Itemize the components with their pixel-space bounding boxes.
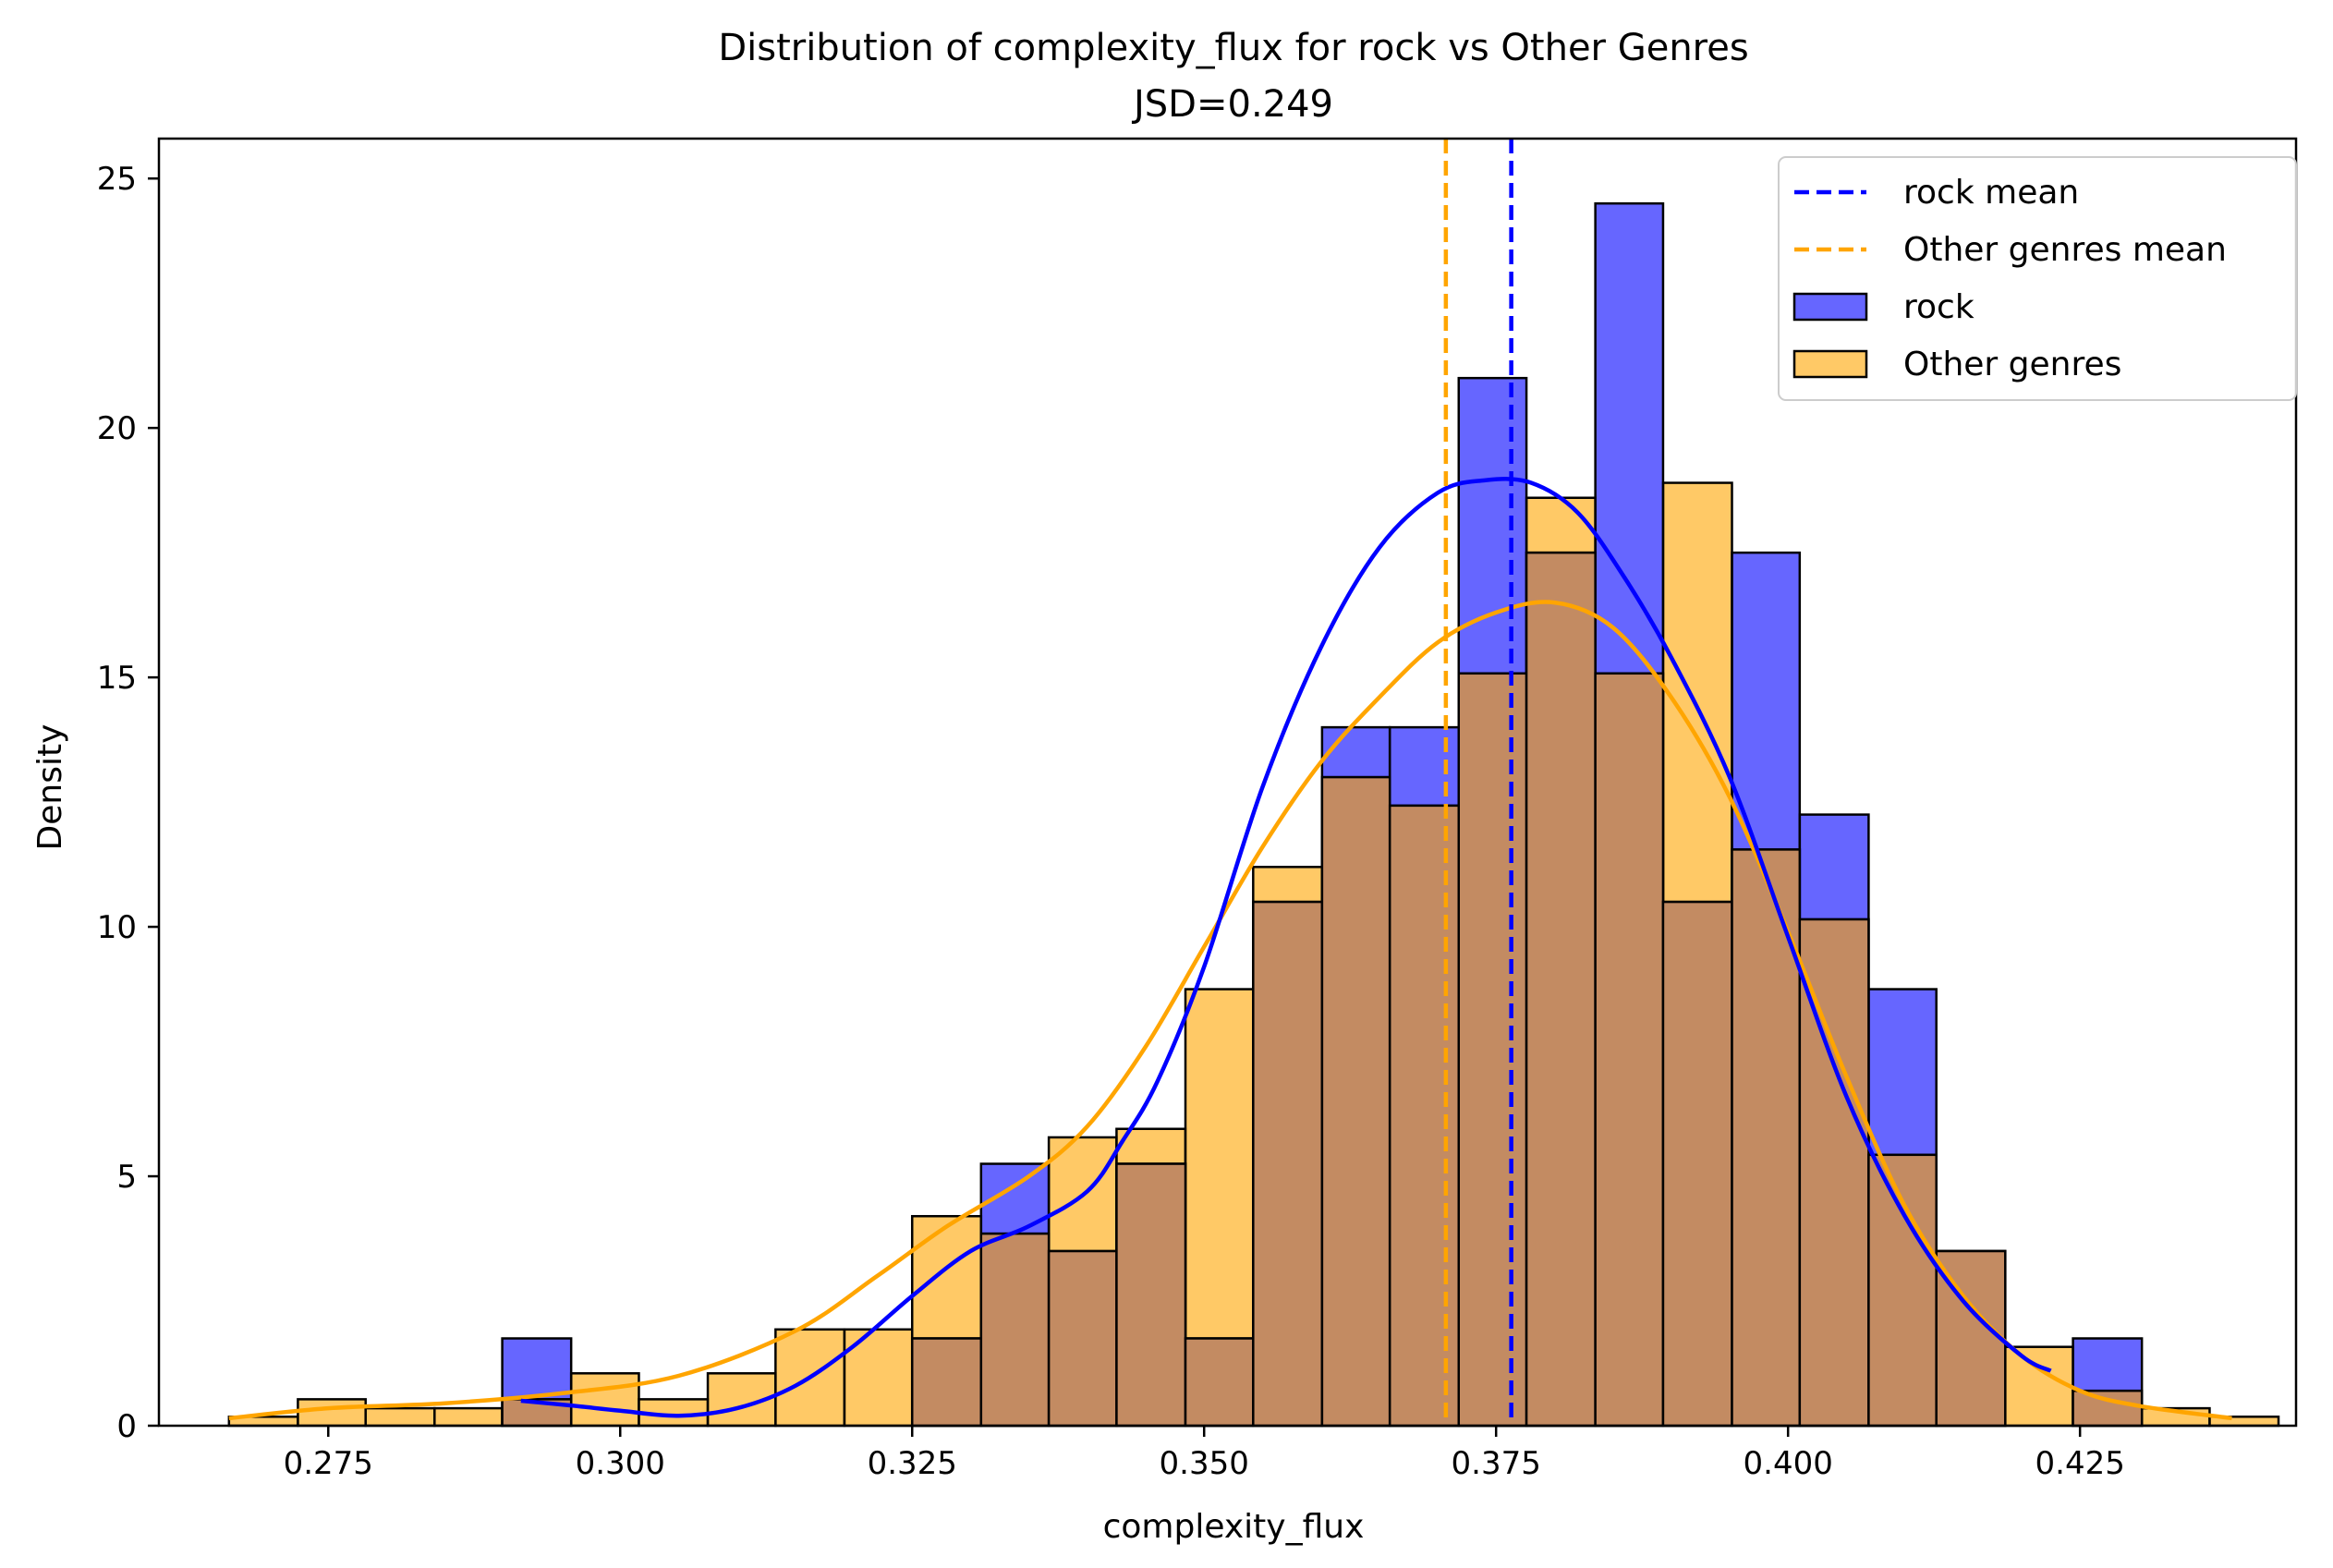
overlap-bar: [1457, 672, 1528, 1428]
y-tick-label: 20: [97, 410, 137, 447]
y-tick-label: 10: [97, 909, 137, 946]
legend-item-rock: rock: [1792, 288, 1975, 326]
legend-frame: [1778, 156, 2297, 401]
chart-subtitle: JSD=0.249: [1131, 83, 1333, 126]
x-tick-label: 0.425: [2035, 1445, 2125, 1482]
overlap-bar: [1661, 900, 1733, 1428]
overlap-bar: [1320, 775, 1391, 1428]
y-tick-label: 15: [97, 660, 137, 697]
mean-lines: [1443, 139, 1513, 1426]
overlap-bar: [2072, 1389, 2144, 1428]
y-tick-label: 0: [116, 1408, 137, 1445]
legend-item-other-mean: Other genres mean: [1794, 231, 2227, 269]
legend-item-other: Other genres: [1792, 346, 2121, 383]
legend-item-rock-mean: rock mean: [1794, 174, 2079, 212]
overlap-bar: [1388, 804, 1461, 1428]
rock-histogram: [501, 201, 2144, 1428]
x-axis-label: complexity_flux: [1103, 1508, 1365, 1546]
x-tick-label: 0.300: [576, 1445, 665, 1482]
overlap-bar: [1115, 1162, 1187, 1428]
legend-rock-mean-label: rock mean: [1903, 174, 2079, 212]
other-genres-bar: [364, 1406, 436, 1428]
legend-other-mean-label: Other genres mean: [1903, 231, 2227, 269]
axes-frame: [157, 137, 2298, 1428]
overlap-bar: [1867, 1153, 1938, 1428]
overlap-bar: [1935, 1249, 2007, 1428]
other-genres-bar: [297, 1398, 367, 1428]
overlap-bar: [1252, 900, 1324, 1428]
overlap-bar: [1594, 672, 1665, 1428]
x-tick-label: 0.400: [1744, 1445, 1833, 1482]
other-genres-bar: [2004, 1345, 2074, 1428]
other-genres-kde-line: [228, 600, 2232, 1421]
x-tick-label: 0.325: [868, 1445, 957, 1482]
legend-rock-label: rock: [1903, 288, 1975, 326]
x-tick-label: 0.350: [1160, 1445, 1249, 1482]
legend-rock-swatch: [1792, 292, 1868, 322]
other-genres-bar: [569, 1372, 640, 1428]
x-tick-label: 0.375: [1452, 1445, 1541, 1482]
rock-kde-line: [520, 477, 2052, 1418]
y-tick-label: 25: [97, 161, 137, 198]
y-axis-label: Density: [31, 724, 69, 851]
overlap-bar: [1184, 1337, 1255, 1428]
x-tick-label: 0.275: [284, 1445, 373, 1482]
overlap-bar: [1047, 1249, 1118, 1428]
legend-other-label: Other genres: [1903, 346, 2121, 383]
overlap-bar: [910, 1337, 983, 1428]
y-tick-label: 5: [116, 1159, 137, 1196]
overlap-bar: [979, 1232, 1051, 1428]
overlap-bar: [1525, 551, 1597, 1428]
legend-other-swatch: [1792, 349, 1868, 379]
kde-curves: [228, 477, 2232, 1421]
other-genres-bar: [433, 1406, 504, 1428]
chart-title: Distribution of complexity_flux for rock…: [718, 27, 1748, 69]
axes: 0.275 0.300 0.325 0.350 0.375 0.400 0.425 0 5 10 1…: [97, 137, 2298, 1482]
legend: rock mean Other genres mean rock Other g…: [1778, 156, 2297, 401]
